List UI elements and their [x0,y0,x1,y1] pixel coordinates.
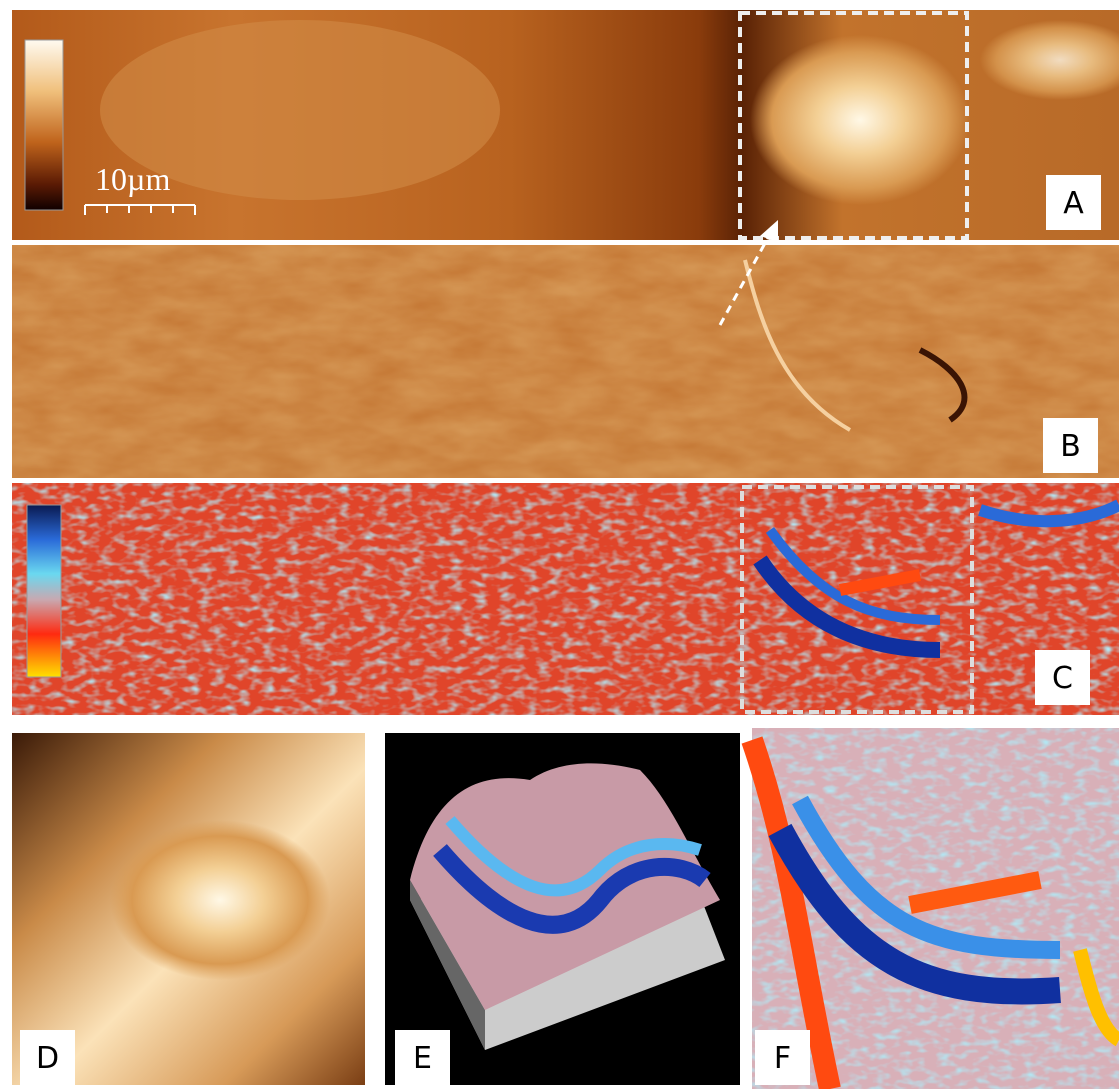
texture [12,483,1119,715]
panel-label: A [1063,186,1084,221]
panel-c [12,483,1119,715]
feature [110,820,330,980]
figure: 10µm [0,0,1119,1089]
page: 10µm [0,0,1119,1089]
colorbar [27,505,61,677]
panel-label: B [1060,429,1081,464]
panel-label: D [36,1041,59,1076]
panel-a: 10µm [12,10,1119,240]
panel-b [12,220,1119,478]
scale-bar-label: 10µm [95,161,170,197]
panel-label: C [1052,661,1073,696]
panel-label: E [413,1041,432,1076]
panel-label: F [774,1041,791,1076]
texture [12,245,1119,478]
feature [750,35,970,205]
colorbar [25,40,63,210]
